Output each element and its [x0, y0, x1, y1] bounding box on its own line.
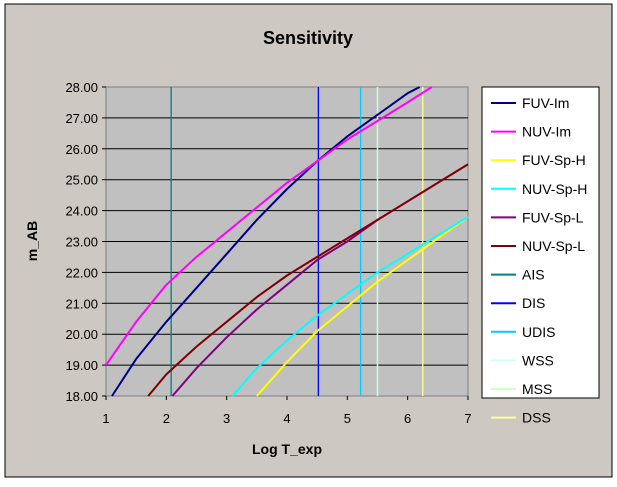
- series-line-nuv-sp-h: [231, 215, 469, 397]
- x-tick-label: 2: [163, 411, 170, 426]
- legend-label-ais: AIS: [522, 267, 545, 283]
- y-tick-label: 26.00: [65, 142, 98, 157]
- y-tick-label: 28.00: [65, 80, 98, 95]
- legend-label-wss: WSS: [522, 352, 554, 368]
- y-tick-label: 19.00: [65, 358, 98, 373]
- x-tick-labels: 1 2 3 4 5 6 7: [102, 396, 472, 426]
- x-tick-label: 1: [102, 411, 109, 426]
- y-axis-label: m_AB: [24, 221, 40, 261]
- x-tick-label: 6: [404, 411, 411, 426]
- chart-title: Sensitivity: [263, 28, 353, 48]
- legend-label-fuv-im: FUV-Im: [522, 95, 569, 111]
- series-line-nuv-sp-l: [147, 163, 469, 397]
- x-axis-label: Log T_exp: [252, 441, 322, 457]
- x-tick-label: 5: [344, 411, 351, 426]
- y-tick-label: 25.00: [65, 173, 98, 188]
- legend-box: [481, 86, 600, 399]
- y-tick-label: 20.00: [65, 327, 98, 342]
- y-tick-label: 22.00: [65, 265, 98, 280]
- gridlines: [106, 117, 468, 366]
- y-tick-label: 23.00: [65, 235, 98, 250]
- y-tick-label: 24.00: [65, 204, 98, 219]
- legend: FUV-Im NUV-Im FUV-Sp-H NUV-Sp-H FUV-Sp-L NUV-…: [491, 95, 587, 426]
- legend-label-dis: DIS: [522, 295, 545, 311]
- y-tick-label: 21.00: [65, 296, 98, 311]
- legend-label-nuv-sp-h: NUV-Sp-H: [522, 181, 587, 197]
- x-tick-label: 4: [283, 411, 290, 426]
- legend-label-fuv-sp-h: FUV-Sp-H: [522, 152, 586, 168]
- series-line-nuv-im: [105, 86, 433, 366]
- legend-label-fuv-sp-l: FUV-Sp-L: [522, 209, 584, 225]
- series-line-fuv-sp-h: [256, 215, 469, 397]
- x-tick-label: 3: [223, 411, 230, 426]
- x-tick-label: 7: [464, 411, 471, 426]
- legend-label-nuv-sp-l: NUV-Sp-L: [522, 238, 585, 254]
- series-lines: [105, 86, 469, 397]
- series-line-fuv-im: [111, 86, 421, 397]
- y-tick-labels: 18.00 19.00 20.00 21.00 22.00 23.00 24.00 25.00…: [65, 80, 106, 404]
- legend-label-dss: DSS: [522, 410, 551, 426]
- y-tick-label: 27.00: [65, 111, 98, 126]
- y-tick-label: 18.00: [65, 389, 98, 404]
- legend-label-mss: MSS: [522, 381, 552, 397]
- survey-lines: [170, 87, 424, 396]
- legend-label-nuv-im: NUV-Im: [522, 124, 571, 140]
- legend-label-udis: UDIS: [522, 324, 555, 340]
